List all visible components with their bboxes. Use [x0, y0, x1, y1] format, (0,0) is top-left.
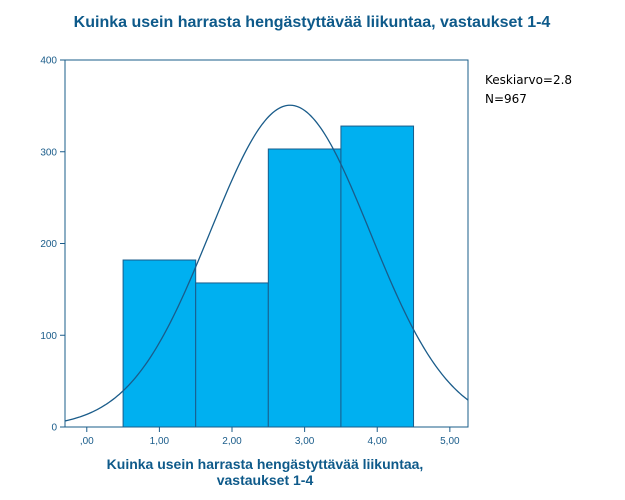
x-axis-label-line1: Kuinka usein harrasta hengästyttävää lii…	[107, 456, 424, 472]
y-tick-label-400: 400	[40, 56, 57, 67]
histogram-bar-4	[340, 125, 415, 428]
x-tick-label-1: 1,00	[150, 436, 170, 447]
x-tick-label-2: 2,00	[222, 436, 242, 447]
stat-mean: Keskiarvo=2.8	[485, 73, 572, 87]
histogram-bar-2	[195, 282, 269, 428]
plot-area: 0 100 200 300 400 ,00 1,00 2,00 3,00 4,00 5,00	[40, 56, 469, 447]
y-tick-label-100: 100	[40, 331, 57, 342]
y-tick-label-0: 0	[51, 423, 57, 434]
normal-curve	[64, 104, 469, 422]
x-tick-label-0: ,00	[80, 436, 94, 447]
chart-title: Kuinka usein harrasta hengästyttävää lii…	[74, 14, 551, 31]
x-tick-label-5: 5,00	[440, 436, 460, 447]
y-tick-label-300: 300	[40, 147, 57, 158]
x-tick-label-4: 4,00	[367, 436, 387, 447]
x-axis-label-line2: vastaukset 1-4	[217, 472, 314, 488]
stat-n: N=967	[485, 92, 527, 106]
y-tick-label-200: 200	[40, 239, 57, 250]
histogram-bar-3	[267, 148, 342, 428]
histogram-bar-1	[122, 259, 197, 428]
x-tick-label-3: 3,00	[295, 436, 315, 447]
